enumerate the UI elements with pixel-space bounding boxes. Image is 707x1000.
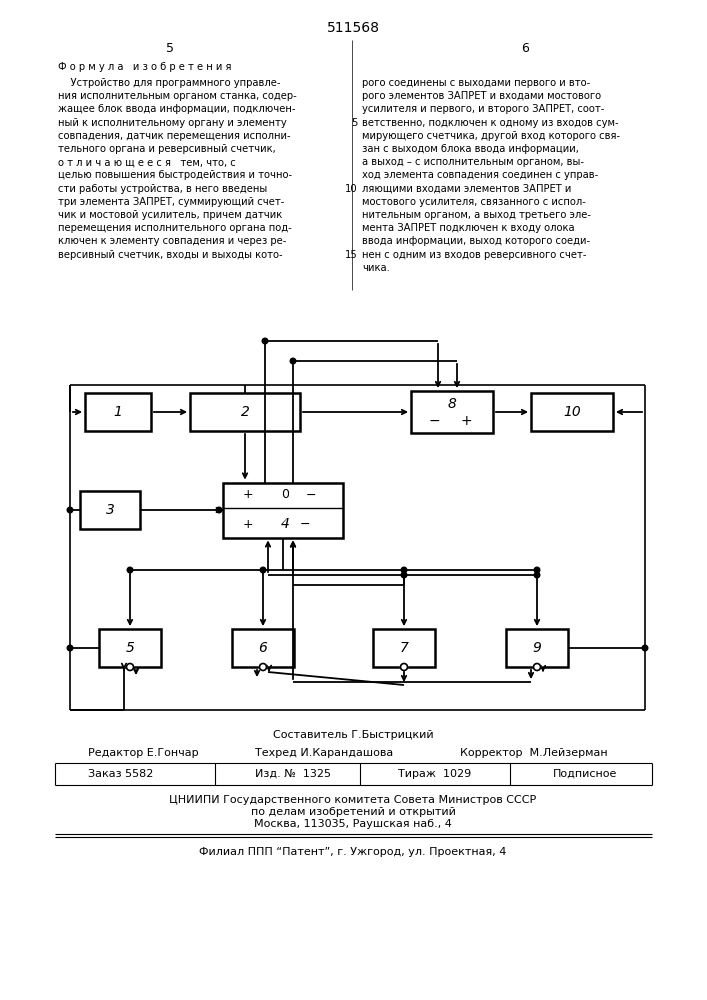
Circle shape [127,664,134,670]
Text: ный к исполнительному органу и элементу: ный к исполнительному органу и элементу [58,118,287,128]
Text: ляющими входами элементов ЗАПРЕТ и: ляющими входами элементов ЗАПРЕТ и [362,184,571,194]
Text: а выход – с исполнительным органом, вы-: а выход – с исполнительным органом, вы- [362,157,584,167]
Circle shape [401,572,407,578]
Circle shape [127,567,133,573]
Text: Составитель Г.Быстрицкий: Составитель Г.Быстрицкий [273,730,433,740]
Text: 7: 7 [399,641,409,655]
Text: совпадения, датчик перемещения исполни-: совпадения, датчик перемещения исполни- [58,131,291,141]
Text: +: + [460,414,472,428]
Text: Ф о р м у л а   и з о б р е т е н и я: Ф о р м у л а и з о б р е т е н и я [58,62,231,72]
Text: чика.: чика. [362,263,390,273]
Circle shape [216,507,222,513]
Text: −: − [428,414,440,428]
Text: −: − [300,518,310,530]
Circle shape [259,664,267,670]
Text: рого элементов ЗАПРЕТ и входами мостового: рого элементов ЗАПРЕТ и входами мостовог… [362,91,601,101]
Text: Филиал ППП “Патент”, г. Ужгород, ул. Проектная, 4: Филиал ППП “Патент”, г. Ужгород, ул. Про… [199,847,507,857]
Text: целью повышения быстродействия и точно-: целью повышения быстродействия и точно- [58,170,292,180]
Text: Редактор Е.Гончар: Редактор Е.Гончар [88,748,199,758]
Text: о т л и ч а ю щ е е с я   тем, что, с: о т л и ч а ю щ е е с я тем, что, с [58,157,235,167]
Text: 6: 6 [259,641,267,655]
Text: тельного органа и реверсивный счетчик,: тельного органа и реверсивный счетчик, [58,144,276,154]
Text: 511568: 511568 [327,21,380,35]
Text: 5: 5 [351,118,358,128]
Text: +: + [243,488,253,502]
Text: 0: 0 [281,488,289,502]
Text: Корректор  М.Лейзерман: Корректор М.Лейзерман [460,748,607,758]
Circle shape [401,567,407,573]
Circle shape [400,664,407,670]
Text: 15: 15 [345,250,358,260]
Circle shape [67,645,73,651]
Text: ключен к элементу совпадения и через ре-: ключен к элементу совпадения и через ре- [58,236,286,246]
Circle shape [67,507,73,513]
Text: рого соединены с выходами первого и вто-: рого соединены с выходами первого и вто- [362,78,590,88]
Text: три элемента ЗАПРЕТ, суммирующий счет-: три элемента ЗАПРЕТ, суммирующий счет- [58,197,284,207]
Text: усилителя и первого, и второго ЗАПРЕТ, соот-: усилителя и первого, и второго ЗАПРЕТ, с… [362,104,604,114]
Text: чик и мостовой усилитель, причем датчик: чик и мостовой усилитель, причем датчик [58,210,282,220]
Text: перемещения исполнительного органа под-: перемещения исполнительного органа под- [58,223,292,233]
Text: Москва, 113035, Раушская наб., 4: Москва, 113035, Раушская наб., 4 [254,819,452,829]
Text: по делам изобретений и открытий: по делам изобретений и открытий [250,807,455,817]
Text: жащее блок ввода информации, подключен-: жащее блок ввода информации, подключен- [58,104,296,114]
Bar [85,393,151,431]
Text: Заказ 5582: Заказ 5582 [88,769,153,779]
Text: 5: 5 [166,41,174,54]
Text: Тираж  1029: Тираж 1029 [398,769,472,779]
Text: 1: 1 [114,405,122,419]
Text: Изд. №  1325: Изд. № 1325 [255,769,331,779]
Bar [506,629,568,667]
Text: Техред И.Карандашова: Техред И.Карандашова [255,748,393,758]
Text: 2: 2 [240,405,250,419]
Text: 4: 4 [281,517,289,531]
Circle shape [642,645,648,651]
Circle shape [260,567,266,573]
Text: Устройство для программного управле-: Устройство для программного управле- [58,78,281,88]
Circle shape [534,572,540,578]
Text: 9: 9 [532,641,542,655]
Bar [80,491,140,529]
Text: мостового усилителя, связанного с испол-: мостового усилителя, связанного с испол- [362,197,586,207]
Circle shape [534,664,540,670]
Bar [373,629,435,667]
Text: версивный счетчик, входы и выходы кото-: версивный счетчик, входы и выходы кото- [58,250,283,260]
Bar [531,393,613,431]
Text: 8: 8 [448,397,457,411]
Circle shape [534,567,540,573]
Text: мирующего счетчика, другой вход которого свя-: мирующего счетчика, другой вход которого… [362,131,620,141]
Text: −: − [305,488,316,502]
Text: нен с одним из входов реверсивного счет-: нен с одним из входов реверсивного счет- [362,250,587,260]
Text: Подписное: Подписное [553,769,617,779]
Text: ветственно, подключен к одному из входов сум-: ветственно, подключен к одному из входов… [362,118,619,128]
Text: мента ЗАПРЕТ подключен к входу олока: мента ЗАПРЕТ подключен к входу олока [362,223,575,233]
Text: 6: 6 [521,41,529,54]
Bar [411,391,493,433]
Text: 5: 5 [126,641,134,655]
Text: зан с выходом блока ввода информации,: зан с выходом блока ввода информации, [362,144,579,154]
Text: ЦНИИПИ Государственного комитета Совета Министров СССР: ЦНИИПИ Государственного комитета Совета … [170,795,537,805]
Text: ввода информации, выход которого соеди-: ввода информации, выход которого соеди- [362,236,590,246]
Circle shape [290,358,296,364]
Bar [223,483,343,538]
Text: ход элемента совпадения соединен с управ-: ход элемента совпадения соединен с управ… [362,170,598,180]
Text: 3: 3 [105,503,115,517]
Text: нительным органом, а выход третьего эле-: нительным органом, а выход третьего эле- [362,210,591,220]
Bar [232,629,294,667]
Text: 10: 10 [346,184,358,194]
Text: 10: 10 [563,405,581,419]
Bar [190,393,300,431]
Text: сти работы устройства, в него введены: сти работы устройства, в него введены [58,184,267,194]
Text: ния исполнительным органом станка, содер-: ния исполнительным органом станка, содер… [58,91,297,101]
Text: +: + [243,518,253,530]
Bar [99,629,161,667]
Circle shape [262,338,268,344]
